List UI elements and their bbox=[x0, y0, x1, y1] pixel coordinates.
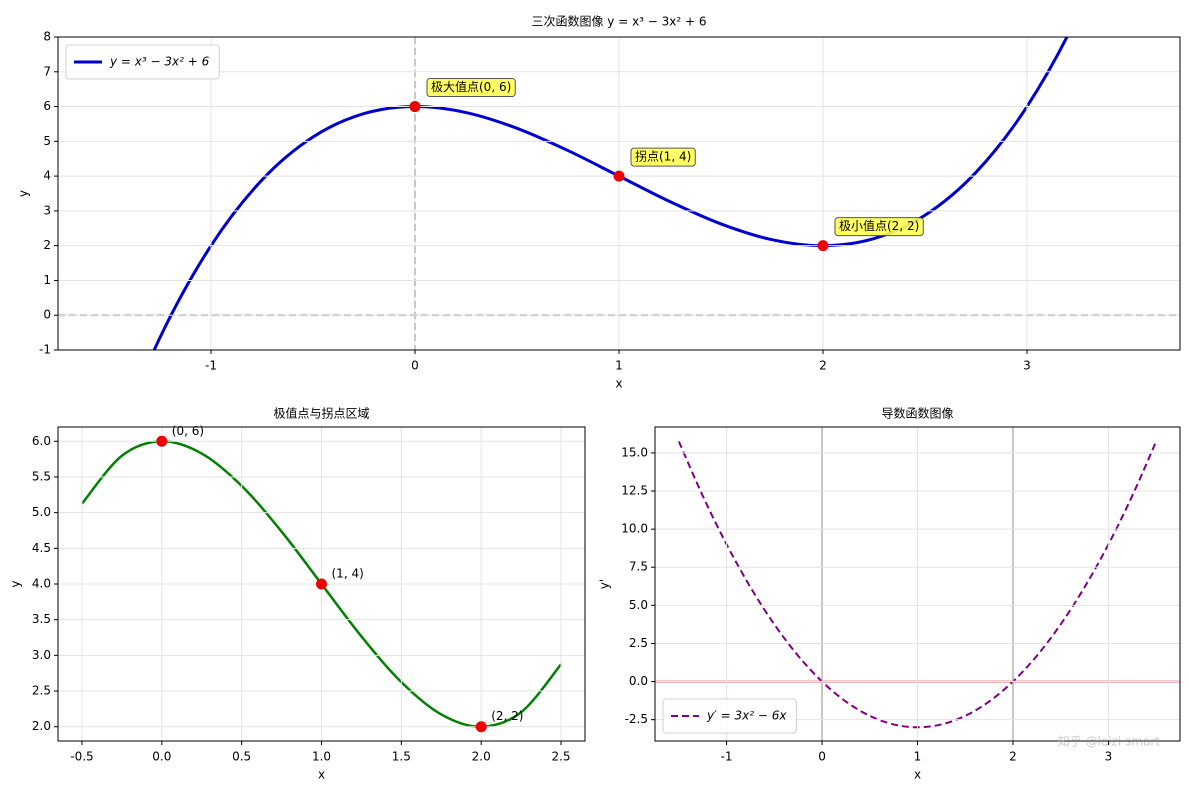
y-tick-label: 1 bbox=[43, 273, 51, 287]
y-axis-label: y' bbox=[598, 579, 612, 589]
x-tick-label: 3 bbox=[1105, 750, 1113, 764]
x-tick-label: 0.0 bbox=[152, 750, 171, 764]
y-tick-label: -2.5 bbox=[625, 712, 648, 726]
point bbox=[817, 240, 829, 252]
x-tick-label: 2 bbox=[819, 359, 827, 373]
chart-title: 导数函数图像 bbox=[881, 406, 953, 421]
axes-frame bbox=[57, 426, 586, 742]
point bbox=[613, 170, 625, 182]
x-tick-label: 2 bbox=[1009, 750, 1017, 764]
point bbox=[409, 101, 421, 113]
annotation: (2, 2) bbox=[491, 709, 523, 723]
annotation-box bbox=[834, 217, 924, 237]
y-tick-label: 12.5 bbox=[621, 484, 648, 498]
y-tick-label: 7 bbox=[43, 64, 51, 78]
y-tick-label: 4.0 bbox=[32, 577, 51, 591]
x-tick-label: 1 bbox=[615, 359, 623, 373]
x-tick-label: 3 bbox=[1023, 359, 1031, 373]
point bbox=[156, 435, 168, 447]
x-tick-label: 2.0 bbox=[472, 750, 491, 764]
annotation: 极小值点(2, 2) bbox=[839, 218, 919, 233]
y-axis-label: y bbox=[17, 190, 31, 197]
x-tick-label: 0.5 bbox=[232, 750, 251, 764]
y-tick-label: 6.0 bbox=[32, 434, 51, 448]
annotation-box bbox=[630, 147, 696, 167]
y-tick-label: 2.0 bbox=[32, 719, 51, 733]
x-tick-label: 0 bbox=[411, 359, 419, 373]
annotation: (0, 6) bbox=[172, 424, 204, 438]
annotation-box bbox=[426, 78, 516, 98]
x-axis-label: x bbox=[615, 377, 622, 391]
y-tick-label: 3.5 bbox=[32, 612, 51, 626]
y-tick-label: 2.5 bbox=[32, 684, 51, 698]
chart-title: 三次函数图像 y = x³ − 3x² + 6 bbox=[531, 14, 706, 29]
y-tick-label: 0.0 bbox=[629, 674, 648, 688]
x-tick-label: 1.0 bbox=[312, 750, 331, 764]
point bbox=[316, 578, 327, 590]
annotation: 拐点(1, 4) bbox=[635, 149, 691, 164]
legend bbox=[662, 698, 797, 734]
y-axis-label: y bbox=[9, 580, 23, 587]
chart-title: 极值点与拐点区域 bbox=[273, 406, 369, 421]
watermark: 知乎 @leizi smart bbox=[1058, 735, 1161, 749]
y-tick-label: 0 bbox=[43, 308, 51, 322]
x-tick-label: 1 bbox=[914, 750, 922, 764]
legend-label: y = x³ − 3x² + 6 bbox=[109, 55, 210, 69]
legend bbox=[65, 44, 220, 80]
axes-frame bbox=[654, 426, 1181, 742]
y-tick-label: 3 bbox=[43, 203, 51, 217]
y-tick-label: 8 bbox=[43, 30, 51, 44]
y-tick-label: 2 bbox=[43, 238, 51, 252]
y-tick-label: 4.5 bbox=[32, 541, 51, 555]
y-tick-label: 5.0 bbox=[32, 505, 51, 519]
axes-frame bbox=[57, 36, 1181, 351]
y-tick-label: 5.5 bbox=[32, 469, 51, 483]
point bbox=[475, 721, 487, 733]
x-tick-label: 0 bbox=[818, 750, 826, 764]
x-axis-label: x bbox=[914, 768, 921, 782]
y-tick-label: 4 bbox=[43, 169, 51, 183]
x-tick-label: -0.5 bbox=[70, 750, 93, 764]
annotation: 极大值点(0, 6) bbox=[431, 79, 511, 94]
y-tick-label: -1 bbox=[39, 343, 51, 357]
x-tick-label: 1.5 bbox=[392, 750, 411, 764]
y-tick-label: 5.0 bbox=[629, 598, 648, 612]
y-tick-label: 5 bbox=[43, 134, 51, 148]
x-axis-label: x bbox=[318, 768, 325, 782]
y-tick-label: 10.0 bbox=[621, 522, 648, 536]
x-tick-label: -1 bbox=[205, 359, 217, 373]
y-tick-label: 7.5 bbox=[629, 560, 648, 574]
annotation: (1, 4) bbox=[332, 567, 364, 581]
y-tick-label: 6 bbox=[43, 99, 51, 113]
legend-label: y′ = 3x² − 6x bbox=[706, 709, 787, 723]
y-tick-label: 15.0 bbox=[621, 445, 648, 459]
y-tick-label: 3.0 bbox=[32, 648, 51, 662]
y-tick-label: 2.5 bbox=[629, 636, 648, 650]
x-tick-label: -1 bbox=[721, 750, 733, 764]
x-tick-label: 2.5 bbox=[551, 750, 570, 764]
